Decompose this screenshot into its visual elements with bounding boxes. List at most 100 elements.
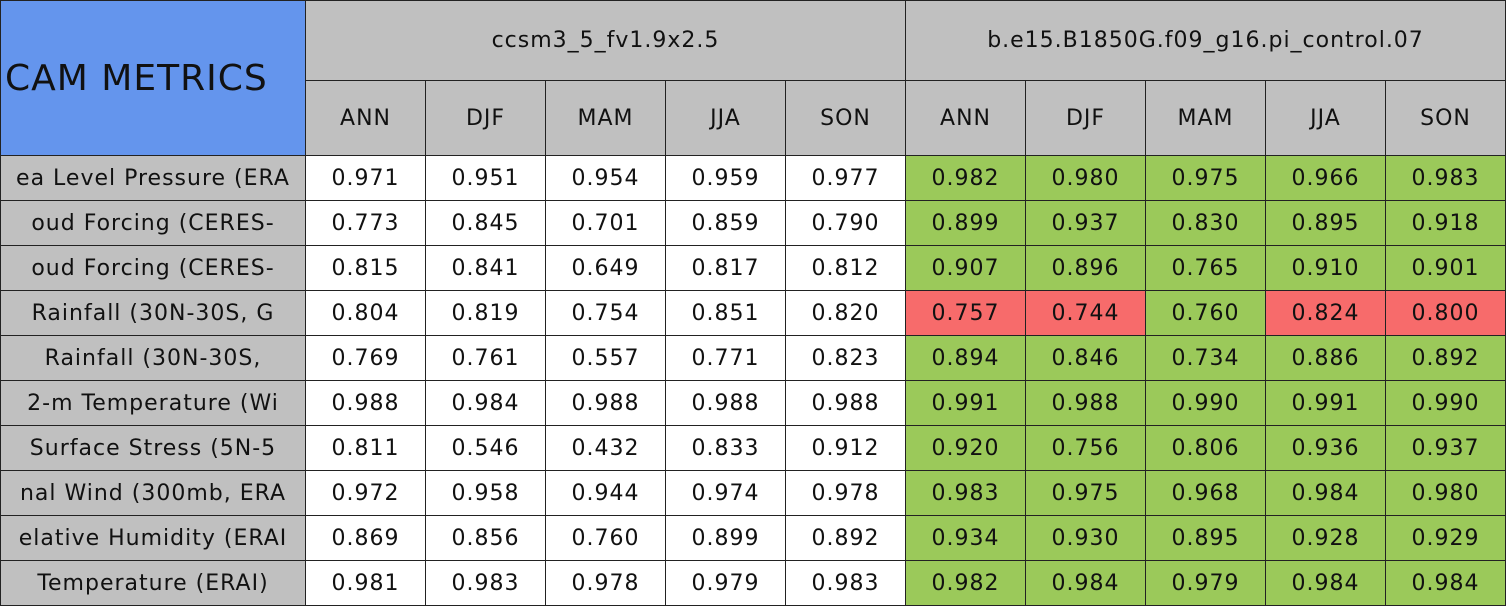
season-header: SON: [785, 80, 906, 156]
season-header: DJF: [1025, 80, 1146, 156]
value-cell: 0.984: [1265, 560, 1386, 606]
value-cell: 0.892: [1385, 335, 1506, 381]
value-cell: 0.846: [1025, 335, 1146, 381]
value-cell: 0.815: [305, 245, 426, 291]
value-cell: 0.988: [665, 380, 786, 426]
value-cell: 0.951: [425, 155, 546, 201]
value-cell: 0.901: [1385, 245, 1506, 291]
value-cell: 0.984: [425, 380, 546, 426]
value-cell: 0.954: [545, 155, 666, 201]
row-label: Rainfall (30N-30S, G: [0, 290, 306, 336]
value-cell: 0.557: [545, 335, 666, 381]
value-cell: 0.812: [785, 245, 906, 291]
value-cell: 0.944: [545, 470, 666, 516]
value-cell: 0.980: [1385, 470, 1506, 516]
value-cell: 0.886: [1265, 335, 1386, 381]
value-cell: 0.983: [1385, 155, 1506, 201]
value-cell: 0.982: [905, 560, 1026, 606]
value-cell: 0.978: [785, 470, 906, 516]
value-cell: 0.804: [305, 290, 426, 336]
value-cell: 0.820: [785, 290, 906, 336]
value-cell: 0.983: [785, 560, 906, 606]
row-label: Temperature (ERAI): [0, 560, 306, 606]
value-cell: 0.974: [665, 470, 786, 516]
row-label: nal Wind (300mb, ERA: [0, 470, 306, 516]
value-cell: 0.859: [665, 200, 786, 246]
value-cell: 0.845: [425, 200, 546, 246]
row-label: ea Level Pressure (ERA: [0, 155, 306, 201]
value-cell: 0.892: [785, 515, 906, 561]
value-cell: 0.841: [425, 245, 546, 291]
value-cell: 0.907: [905, 245, 1026, 291]
value-cell: 0.910: [1265, 245, 1386, 291]
value-cell: 0.546: [425, 425, 546, 471]
row-label: oud Forcing (CERES-: [0, 200, 306, 246]
season-header: MAM: [545, 80, 666, 156]
value-cell: 0.833: [665, 425, 786, 471]
value-cell: 0.760: [545, 515, 666, 561]
row-label: elative Humidity (ERAI: [0, 515, 306, 561]
value-cell: 0.984: [1265, 470, 1386, 516]
value-cell: 0.649: [545, 245, 666, 291]
value-cell: 0.990: [1385, 380, 1506, 426]
value-cell: 0.817: [665, 245, 786, 291]
value-cell: 0.856: [425, 515, 546, 561]
value-cell: 0.823: [785, 335, 906, 381]
value-cell: 0.990: [1145, 380, 1266, 426]
value-cell: 0.984: [1025, 560, 1146, 606]
value-cell: 0.811: [305, 425, 426, 471]
value-cell: 0.981: [305, 560, 426, 606]
value-cell: 0.899: [665, 515, 786, 561]
value-cell: 0.756: [1025, 425, 1146, 471]
value-cell: 0.819: [425, 290, 546, 336]
group-header: ccsm3_5_fv1.9x2.5: [305, 0, 906, 81]
value-cell: 0.929: [1385, 515, 1506, 561]
value-cell: 0.918: [1385, 200, 1506, 246]
value-cell: 0.988: [785, 380, 906, 426]
value-cell: 0.972: [305, 470, 426, 516]
season-header: JJA: [665, 80, 786, 156]
value-cell: 0.958: [425, 470, 546, 516]
value-cell: 0.734: [1145, 335, 1266, 381]
season-header: DJF: [425, 80, 546, 156]
value-cell: 0.790: [785, 200, 906, 246]
value-cell: 0.869: [305, 515, 426, 561]
value-cell: 0.757: [905, 290, 1026, 336]
value-cell: 0.895: [1145, 515, 1266, 561]
row-label: 2-m Temperature (Wi: [0, 380, 306, 426]
value-cell: 0.744: [1025, 290, 1146, 336]
value-cell: 0.984: [1385, 560, 1506, 606]
value-cell: 0.851: [665, 290, 786, 336]
value-cell: 0.928: [1265, 515, 1386, 561]
title-cell: CAM METRICS: [0, 0, 306, 156]
row-label: Rainfall (30N-30S,: [0, 335, 306, 381]
value-cell: 0.912: [785, 425, 906, 471]
season-header: ANN: [905, 80, 1026, 156]
value-cell: 0.977: [785, 155, 906, 201]
value-cell: 0.936: [1265, 425, 1386, 471]
value-cell: 0.769: [305, 335, 426, 381]
value-cell: 0.920: [905, 425, 1026, 471]
value-cell: 0.773: [305, 200, 426, 246]
value-cell: 0.978: [545, 560, 666, 606]
value-cell: 0.701: [545, 200, 666, 246]
season-header: MAM: [1145, 80, 1266, 156]
value-cell: 0.930: [1025, 515, 1146, 561]
value-cell: 0.975: [1145, 155, 1266, 201]
value-cell: 0.988: [305, 380, 426, 426]
value-cell: 0.988: [545, 380, 666, 426]
value-cell: 0.988: [1025, 380, 1146, 426]
value-cell: 0.991: [1265, 380, 1386, 426]
value-cell: 0.896: [1025, 245, 1146, 291]
value-cell: 0.979: [1145, 560, 1266, 606]
value-cell: 0.980: [1025, 155, 1146, 201]
value-cell: 0.830: [1145, 200, 1266, 246]
value-cell: 0.983: [425, 560, 546, 606]
value-cell: 0.979: [665, 560, 786, 606]
value-cell: 0.934: [905, 515, 1026, 561]
value-cell: 0.899: [905, 200, 1026, 246]
season-header: JJA: [1265, 80, 1386, 156]
value-cell: 0.895: [1265, 200, 1386, 246]
value-cell: 0.959: [665, 155, 786, 201]
group-header: b.e15.B1850G.f09_g16.pi_control.07: [905, 0, 1506, 81]
